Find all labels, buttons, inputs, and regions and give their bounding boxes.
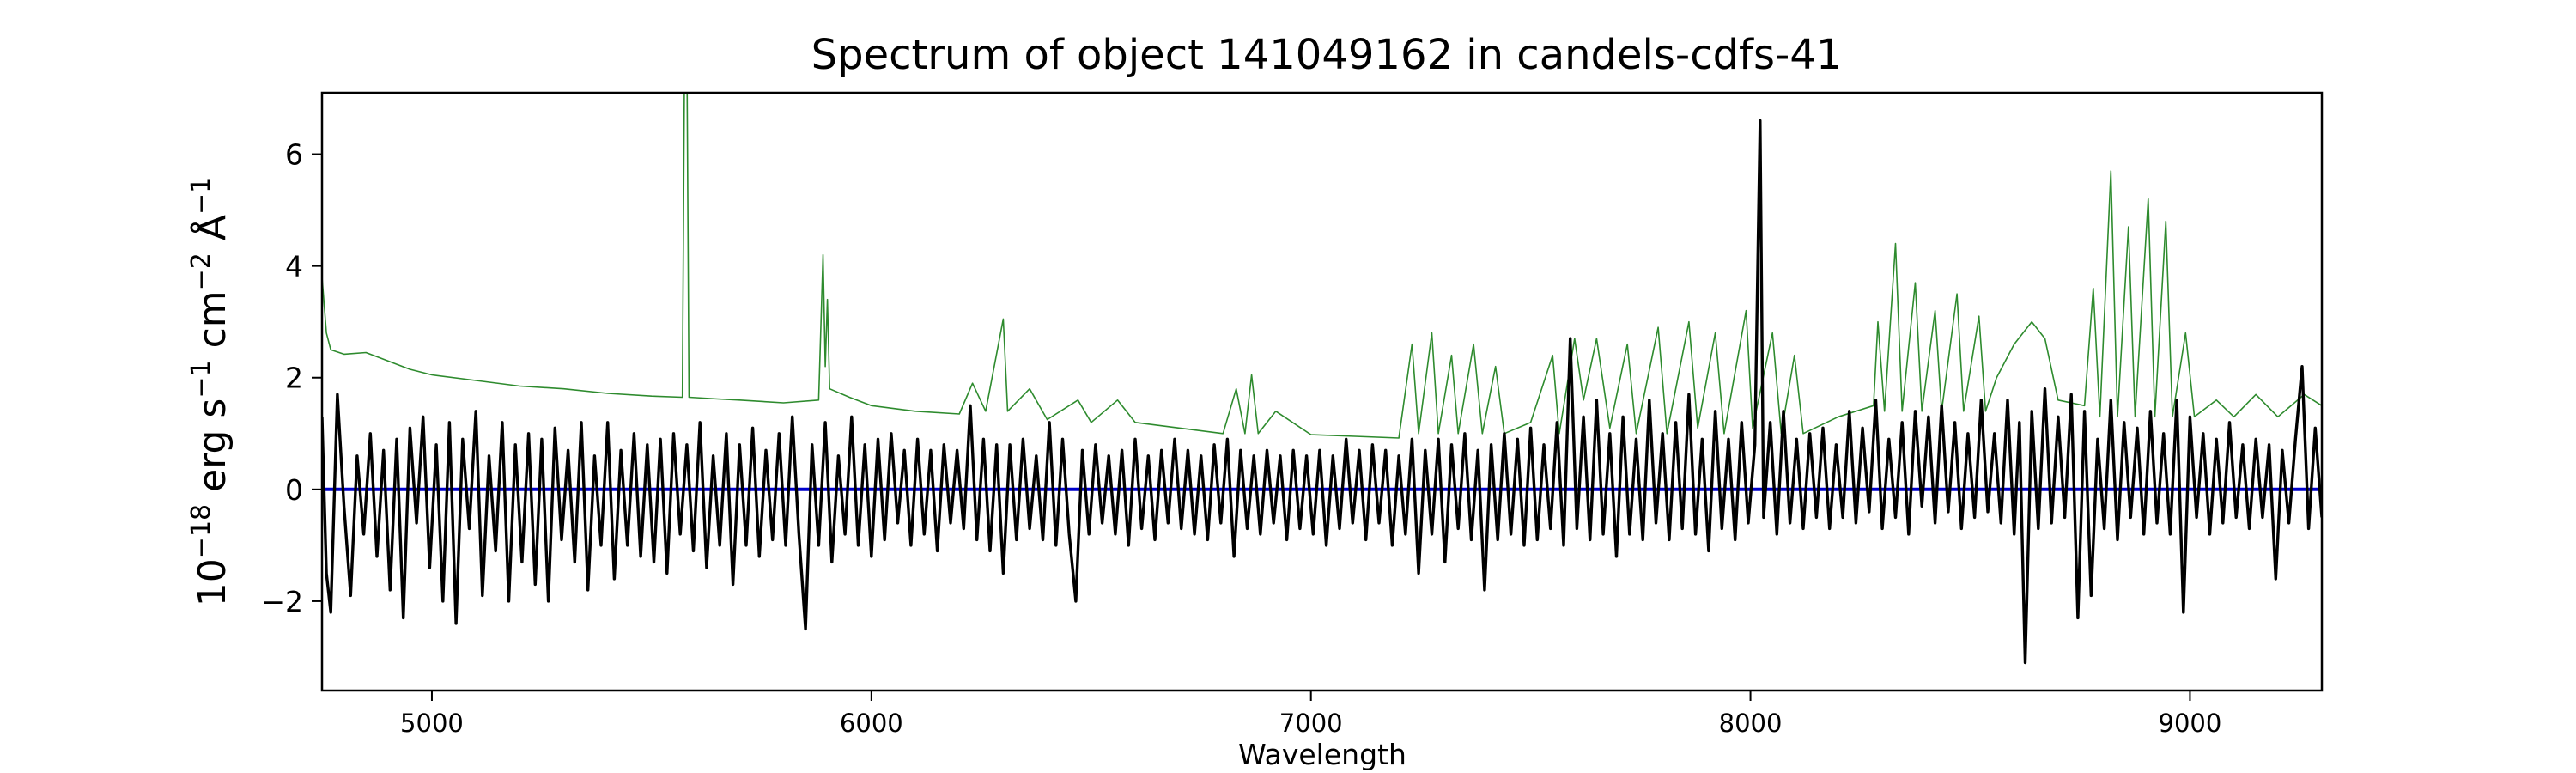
- x-axis-ticks: 5000 6000 7000 8000 9000: [400, 691, 2221, 738]
- x-tick-label: 6000: [840, 709, 903, 738]
- y-label-exp1: −18: [186, 504, 216, 558]
- series-line-2: [322, 119, 2322, 665]
- y-axis-ticks: −2 0 2 4 6: [261, 138, 322, 618]
- y-tick-label: 6: [285, 138, 303, 172]
- y-tick-label: 4: [285, 250, 303, 283]
- x-tick-label: 5000: [400, 709, 464, 738]
- y-label-exp3: −2: [186, 253, 216, 290]
- x-axis-label: Wavelength: [1238, 738, 1406, 771]
- x-tick-label: 9000: [2159, 709, 2222, 738]
- y-label-exp4: −1: [186, 177, 216, 215]
- y-label-erg: erg s: [191, 399, 234, 504]
- y-tick-label: −2: [261, 585, 303, 618]
- y-label-angstrom: Å: [189, 215, 234, 253]
- y-tick-label: 2: [285, 362, 303, 395]
- series-line-0: [322, 93, 2322, 439]
- y-label-base: 10: [191, 558, 234, 606]
- y-label-cm: cm: [191, 290, 234, 360]
- chart-title: Spectrum of object 141049162 in candels-…: [811, 31, 1843, 79]
- plot-frame: [320, 91, 2324, 692]
- x-tick-label: 8000: [1719, 709, 1783, 738]
- y-axis-label: 10−18 erg s−1 cm−2 Å−1: [186, 177, 234, 606]
- y-tick-label: 0: [285, 473, 303, 507]
- x-tick-label: 7000: [1279, 709, 1343, 738]
- series-layer: [322, 93, 2322, 665]
- y-label-exp2: −1: [186, 360, 216, 398]
